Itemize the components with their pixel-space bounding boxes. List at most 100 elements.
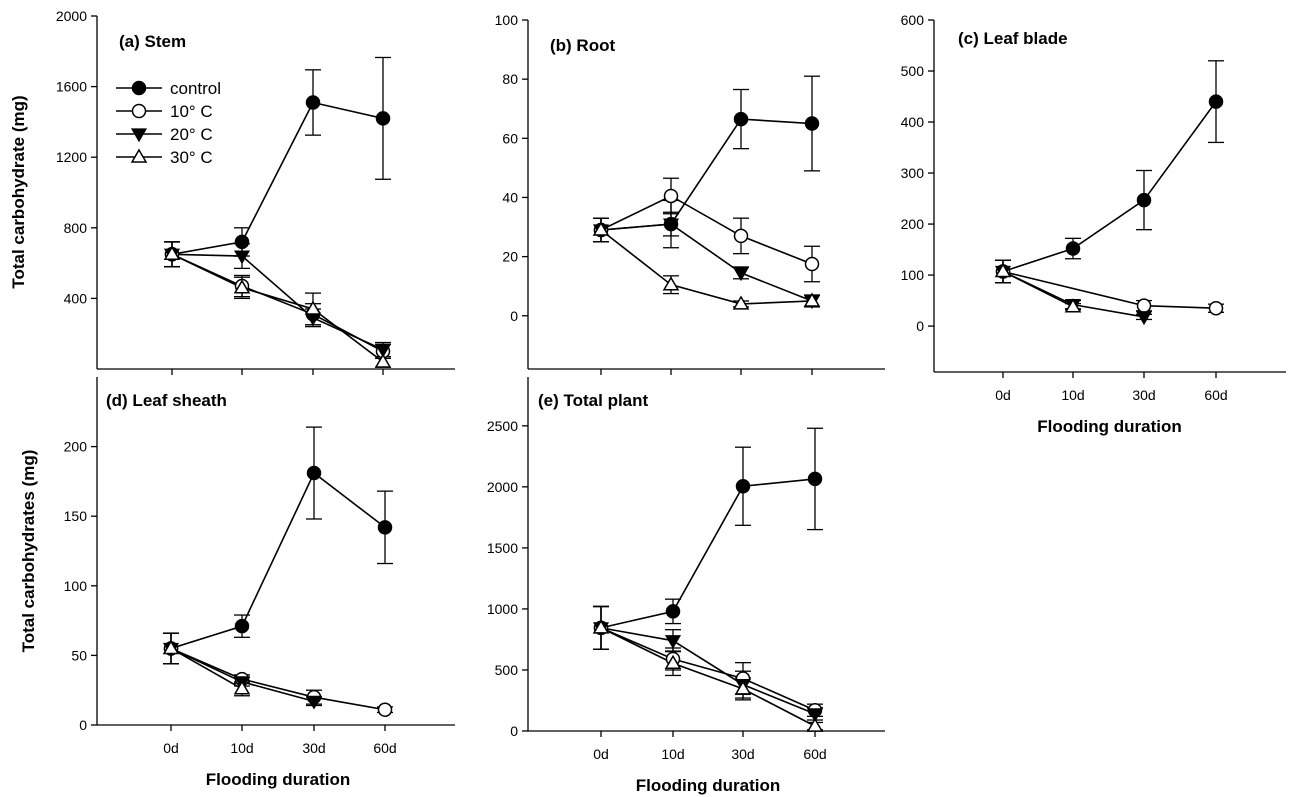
- data-point: [377, 702, 393, 717]
- data-point: [1208, 300, 1224, 316]
- x-axis-title: Flooding duration: [636, 776, 780, 795]
- data-point: [1136, 192, 1152, 208]
- data-point: [1065, 241, 1081, 256]
- panel-title: (c) Leaf blade: [958, 29, 1068, 48]
- data-point: [665, 604, 681, 619]
- data-point: [664, 654, 682, 670]
- y-tick-label: 2500: [487, 418, 518, 434]
- data-point: [733, 111, 749, 127]
- data-point: [732, 267, 750, 282]
- data-point: [1208, 94, 1224, 109]
- y-tick-label: 200: [901, 216, 925, 232]
- y-axis-title: Total carbohydrate (mg): [9, 95, 28, 288]
- data-point: [233, 279, 251, 294]
- series-line: [1002, 270, 1217, 310]
- y-tick-label: 50: [71, 647, 87, 663]
- data-point: [375, 111, 391, 126]
- y-tick-label: 300: [901, 165, 925, 181]
- legend-marker: [130, 128, 148, 143]
- series-line: [600, 627, 816, 711]
- data-point: [803, 292, 821, 307]
- y-tick-label: 100: [901, 267, 925, 283]
- y-tick-label: 0: [916, 318, 924, 334]
- x-tick-label: 60d: [1204, 387, 1227, 403]
- y-tick-label: 800: [64, 220, 88, 236]
- data-point: [994, 263, 1012, 278]
- data-point: [1136, 298, 1152, 313]
- y-tick-label: 400: [64, 290, 88, 306]
- data-point: [592, 619, 610, 634]
- y-tick-label: 150: [64, 508, 88, 524]
- data-point: [1064, 298, 1082, 313]
- data-point: [234, 234, 250, 250]
- series-line: [171, 101, 384, 256]
- x-tick-label: 60d: [373, 740, 396, 756]
- x-tick-label: 0d: [995, 387, 1011, 403]
- y-tick-label: 0: [510, 308, 518, 324]
- data-point: [732, 295, 750, 310]
- panel-b: 0 20 40 60 80 100 (b) Root: [495, 12, 885, 375]
- panel-title: (a) Stem: [119, 32, 186, 51]
- y-tick-label: 20: [502, 249, 518, 265]
- y-tick-label: 200: [64, 439, 88, 455]
- series-line: [170, 647, 386, 711]
- panel-d: 0 50 100 150 200 0d 10d 30d 60d (d) Leaf sheath Fl…: [19, 377, 455, 789]
- data-point: [306, 465, 322, 481]
- x-tick-label: 60d: [803, 746, 826, 762]
- data-point: [374, 343, 392, 358]
- x-axis-title: Flooding duration: [206, 770, 350, 789]
- y-tick-label: 2000: [487, 479, 518, 495]
- data-point: [233, 250, 251, 265]
- data-point: [305, 695, 323, 710]
- data-point: [664, 635, 682, 649]
- data-point: [804, 256, 820, 272]
- y-tick-label: 0: [79, 717, 87, 733]
- series-line: [600, 627, 816, 727]
- data-point: [234, 618, 250, 634]
- series-line: [600, 478, 816, 629]
- x-tick-label: 30d: [302, 740, 325, 756]
- y-axis-title: Total carbohydrates (mg): [19, 450, 38, 653]
- panel-c: 0 100 200 300 400 500 600 0d 10d 30d 60d (c) Leaf b…: [901, 12, 1286, 436]
- y-tick-label: 100: [64, 578, 88, 594]
- panel-title: (e) Total plant: [538, 391, 649, 410]
- y-tick-label: 40: [502, 189, 518, 205]
- y-tick-label: 600: [901, 12, 925, 28]
- x-tick-label: 30d: [1132, 387, 1155, 403]
- data-point: [662, 218, 680, 233]
- x-tick-label: 10d: [661, 746, 684, 762]
- legend-label: 20° C: [170, 125, 213, 144]
- legend-marker: [131, 103, 147, 119]
- x-tick-label: 10d: [230, 740, 253, 756]
- series-line: [170, 647, 243, 690]
- legend-marker: [131, 80, 147, 96]
- data-point: [806, 708, 824, 723]
- legend-label: control: [170, 79, 221, 98]
- data-point: [162, 639, 180, 655]
- data-point: [163, 245, 181, 261]
- y-tick-label: 2000: [56, 8, 87, 24]
- y-tick-label: 1200: [56, 149, 87, 165]
- x-tick-label: 0d: [593, 746, 609, 762]
- data-point: [592, 221, 610, 236]
- series-line: [1002, 270, 1074, 308]
- y-tick-label: 1000: [487, 601, 518, 617]
- series-line: [600, 118, 813, 231]
- legend-label: 10° C: [170, 102, 213, 121]
- legend-label: 30° C: [170, 148, 213, 167]
- y-tick-label: 400: [901, 114, 925, 130]
- data-point: [233, 680, 251, 695]
- y-tick-label: 1500: [487, 540, 518, 556]
- data-point: [733, 228, 749, 244]
- x-tick-label: 0d: [163, 740, 179, 756]
- data-point: [377, 520, 393, 535]
- y-tick-label: 80: [502, 71, 518, 87]
- panel-title: (b) Root: [550, 36, 615, 55]
- series-line: [600, 229, 813, 305]
- series-line: [1002, 101, 1217, 273]
- y-tick-label: 100: [495, 12, 519, 28]
- data-point: [806, 717, 824, 732]
- x-axis-title: Flooding duration: [1037, 417, 1181, 436]
- data-point: [374, 353, 392, 368]
